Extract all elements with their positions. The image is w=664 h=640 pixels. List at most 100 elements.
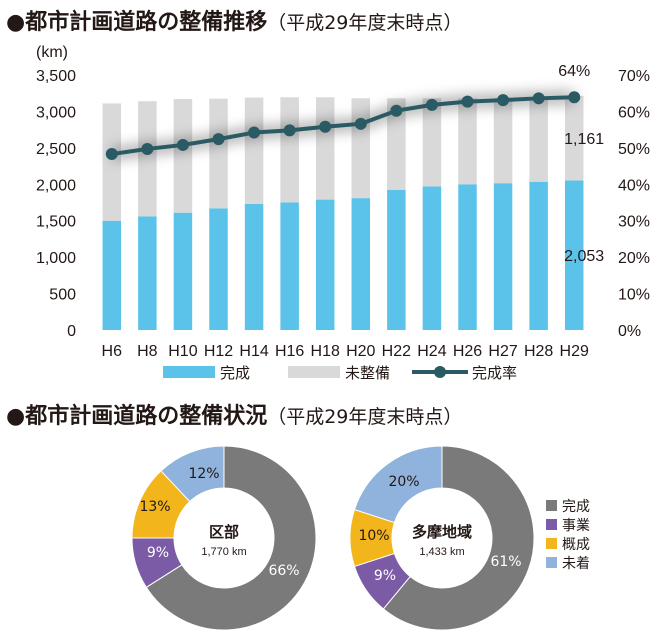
y-tick-label: 3,500 (36, 68, 76, 85)
legend-label: 完成 (562, 499, 590, 515)
rate-point (425, 98, 438, 111)
y2-tick-label: 40% (618, 177, 650, 194)
y-tick-label: 500 (49, 287, 76, 304)
donut-slice (145, 445, 317, 631)
slice-label: 9% (374, 568, 396, 584)
x-tick-label: H10 (168, 343, 197, 360)
x-tick-label: H24 (417, 343, 446, 360)
bar-incomplete (351, 98, 371, 199)
x-tick-label: H18 (311, 343, 340, 360)
y-tick-label: 3,000 (36, 104, 76, 121)
rate-point (497, 94, 510, 107)
bar-complete (458, 184, 477, 330)
incomplete-data-label: 1,161 (564, 131, 604, 148)
x-tick-label: H6 (102, 343, 123, 360)
y-tick-label: 2,000 (36, 177, 76, 194)
slice-label: 66% (268, 563, 299, 579)
x-tick-label: H8 (137, 343, 158, 360)
legend-label: 概成 (562, 537, 590, 553)
bar-complete (493, 183, 513, 330)
legend-swatch-incomplete (288, 366, 340, 378)
donut-center-title: 多摩地域 (412, 523, 472, 541)
slice-label: 13% (139, 499, 170, 515)
legend-swatch (546, 519, 557, 530)
y-tick-label: 0 (67, 323, 76, 340)
bar-line-chart: (km) 0 500 1,000 1,500 2,000 2,500 3,000 3,500 0%… (36, 44, 650, 382)
rate-point (248, 126, 261, 139)
x-tick-label: H16 (275, 343, 304, 360)
rate-point (141, 142, 154, 155)
bar-complete (351, 198, 371, 330)
bar-incomplete (244, 97, 264, 204)
bar-complete (280, 202, 299, 330)
slice-label: 20% (388, 474, 419, 490)
y-axis-unit: (km) (36, 44, 68, 61)
section-title-main: ●都市計画道路の整備状況 (6, 404, 268, 429)
y2-tick-label: 0% (618, 323, 641, 340)
x-tick-label: H14 (239, 343, 268, 360)
rate-point (319, 120, 332, 133)
section-title-progress: ●都市計画道路の整備推移（平成29年度末時点） (6, 4, 462, 36)
x-tick-label: H20 (346, 343, 375, 360)
donut-slice (382, 445, 535, 631)
slice-label: 9% (147, 545, 169, 561)
y2-tick-label: 50% (618, 141, 650, 158)
legend-swatch (546, 538, 557, 549)
rate-point (390, 104, 403, 117)
slice-label: 61% (490, 554, 521, 570)
y2-tick-label: 70% (618, 68, 650, 85)
rate-point (105, 148, 118, 161)
slice-label: 12% (188, 466, 219, 482)
bar-incomplete (422, 98, 442, 187)
rate-point (532, 92, 545, 105)
rate-point (568, 91, 581, 104)
bar-incomplete (138, 101, 157, 217)
bar-incomplete (387, 98, 406, 190)
section-title-note: （平成29年度末時点） (267, 12, 463, 34)
section-title-status: ●都市計画道路の整備状況（平成29年度末時点） (6, 398, 462, 430)
y2-tick-label: 10% (618, 287, 650, 304)
section-title-note: （平成29年度末時点） (267, 406, 463, 428)
bar-complete (244, 203, 264, 330)
donut-slice (160, 445, 225, 503)
bar-incomplete (493, 98, 513, 184)
bar-complete (138, 216, 157, 330)
bar-complete (209, 208, 228, 330)
x-tick-label: H29 (560, 343, 589, 360)
x-tick-label: H22 (382, 343, 411, 360)
rate-point (283, 124, 296, 137)
legend-label-incomplete: 未整備 (345, 364, 390, 382)
donut-center-subtitle: 1,433 km (419, 546, 464, 558)
y2-tick-label: 20% (618, 250, 650, 267)
rate-point (212, 133, 225, 146)
y2-tick-label: 60% (618, 104, 650, 121)
rate-data-label: 64% (558, 63, 590, 80)
donut-chart-ward: 66% 9% 13% 12% 区部 1,770 km (131, 445, 317, 631)
bar-complete (173, 212, 193, 330)
bar-complete (422, 186, 442, 330)
slice-label: 10% (358, 528, 389, 544)
legend-label-rate: 完成率 (472, 364, 517, 382)
donut-chart-tama: 61% 9% 10% 20% 多摩地域 1,433 km (349, 445, 535, 631)
x-tick-label: H26 (453, 343, 482, 360)
rate-point (461, 95, 474, 108)
y-tick-label: 1,000 (36, 250, 76, 267)
y-tick-label: 2,500 (36, 141, 76, 158)
donut-slice (353, 445, 443, 524)
legend-marker-rate (434, 366, 446, 378)
legend-label-complete: 完成 (220, 364, 250, 382)
bar-complete (315, 199, 335, 330)
section-title-main: ●都市計画道路の整備推移 (6, 10, 268, 35)
y2-tick-label: 30% (618, 214, 650, 231)
donut-center-title: 区部 (209, 523, 239, 541)
legend-swatch (546, 500, 557, 511)
legend-label: 未着 (562, 556, 590, 572)
bar-incomplete (209, 98, 228, 209)
bar-incomplete (280, 97, 299, 203)
bar-incomplete (458, 98, 477, 185)
bar-complete (102, 220, 122, 330)
rate-point (176, 138, 189, 151)
x-tick-label: H28 (524, 343, 553, 360)
bar-incomplete (315, 97, 335, 200)
bar-incomplete (564, 95, 584, 181)
